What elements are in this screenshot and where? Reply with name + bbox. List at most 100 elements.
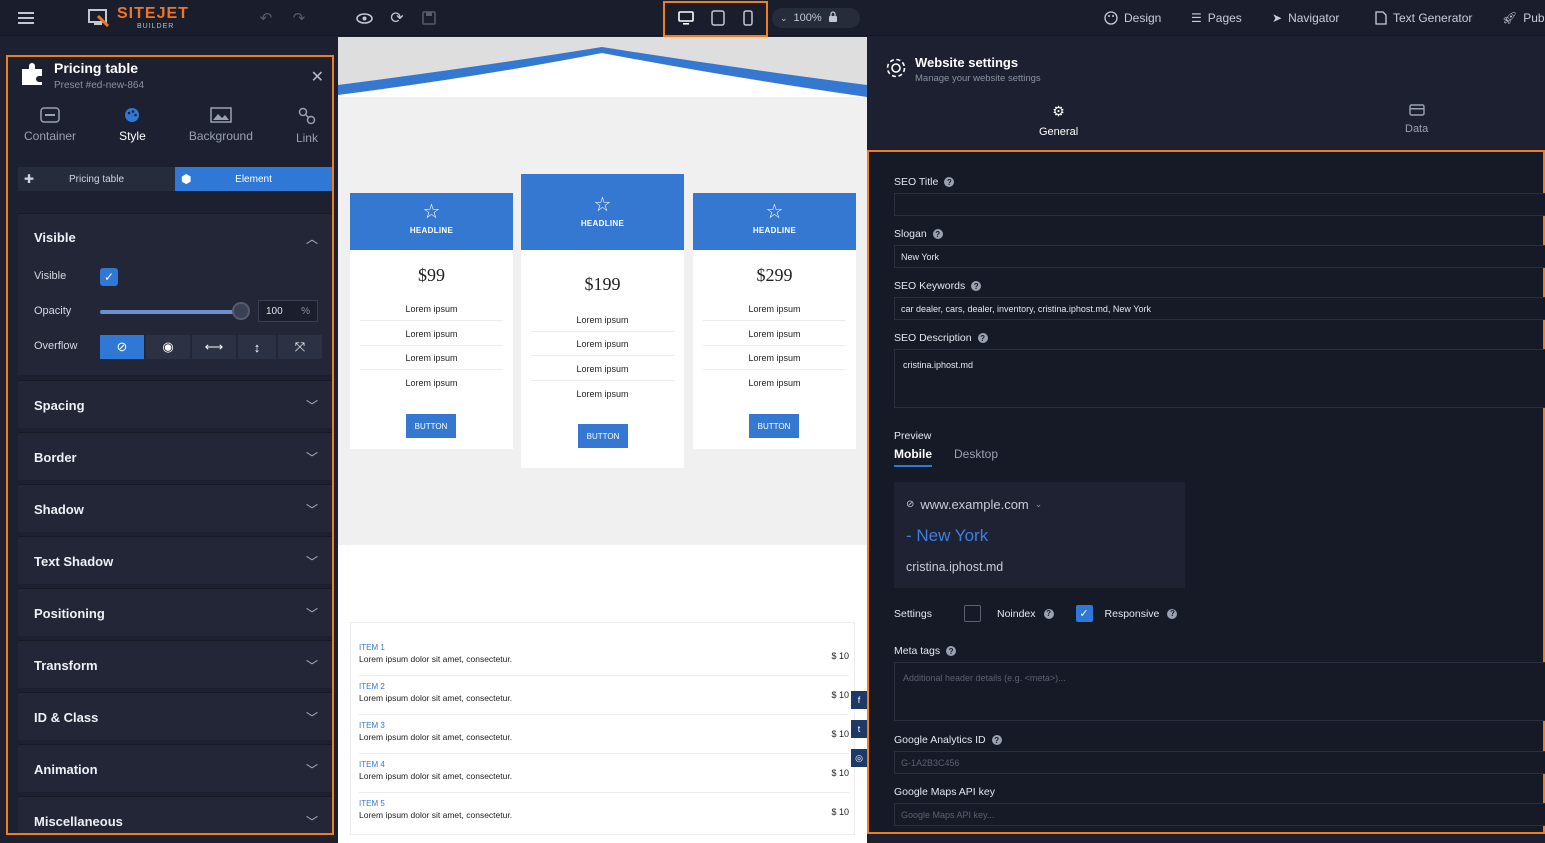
menu-icon[interactable] bbox=[14, 0, 38, 36]
tab-style[interactable]: Style bbox=[113, 107, 152, 157]
tab-link[interactable]: Link bbox=[290, 107, 324, 157]
card-button[interactable]: BUTTON bbox=[406, 414, 456, 438]
section-miscellaneous[interactable]: Miscellaneous ﹀ bbox=[18, 796, 332, 833]
opacity-slider-handle[interactable] bbox=[232, 302, 250, 320]
opacity-slider-track bbox=[100, 310, 240, 314]
twitter-icon[interactable]: t bbox=[851, 720, 867, 738]
card-button[interactable]: BUTTON bbox=[749, 414, 799, 438]
nav-pages[interactable]: ☰ Pages bbox=[1191, 0, 1242, 36]
item-name: ITEM 3 bbox=[359, 721, 385, 730]
help-icon[interactable]: ? bbox=[977, 333, 988, 343]
desktop-icon[interactable] bbox=[678, 10, 694, 28]
section-id-class[interactable]: ID & Class ﹀ bbox=[18, 692, 332, 740]
tab-mobile[interactable]: Mobile bbox=[894, 447, 932, 467]
chevron-up-icon[interactable]: ︿ bbox=[305, 232, 318, 246]
help-icon[interactable]: ? bbox=[944, 177, 955, 187]
logo-text: SITEJET bbox=[117, 5, 189, 22]
pricing-card[interactable]: ☆ HEADLINE $199 Lorem ipsum Lorem ipsum … bbox=[521, 174, 684, 468]
slogan-input[interactable]: New York bbox=[894, 245, 1545, 268]
maps-key-input[interactable]: Google Maps API key... bbox=[894, 803, 1545, 826]
tab-container-label: Container bbox=[24, 129, 77, 143]
overflow-label: Overflow bbox=[34, 340, 78, 352]
seo-title-input[interactable] bbox=[894, 193, 1545, 216]
scope-element[interactable]: ⬢ Element bbox=[175, 167, 332, 191]
help-icon[interactable]: ? bbox=[932, 229, 943, 239]
help-icon[interactable]: ? bbox=[991, 735, 1002, 745]
nav-navigator[interactable]: ➤ Navigator bbox=[1272, 0, 1339, 36]
meta-tags-textarea[interactable]: Additional header details (e.g. <meta>).… bbox=[894, 662, 1545, 721]
tab-desktop[interactable]: Desktop bbox=[954, 447, 999, 461]
opacity-slider[interactable] bbox=[18, 302, 332, 320]
responsive-checkbox[interactable]: ✓ bbox=[1075, 605, 1093, 622]
item-desc: Lorem ipsum dolor sit amet, consectetur. bbox=[359, 693, 513, 703]
instagram-icon[interactable]: ◎ bbox=[851, 749, 867, 767]
chevron-down-icon: ﹀ bbox=[305, 815, 318, 829]
opacity-input[interactable]: 100 % bbox=[258, 300, 318, 322]
overflow-x-button[interactable]: ⟷ bbox=[192, 335, 236, 359]
price-list[interactable]: ITEM 1 Lorem ipsum dolor sit amet, consec… bbox=[350, 622, 855, 835]
palette-icon bbox=[1104, 11, 1118, 25]
refresh-icon[interactable]: ⟳ bbox=[390, 10, 404, 27]
undo-icon[interactable]: ↶ bbox=[259, 10, 273, 27]
noindex-checkbox[interactable] bbox=[964, 605, 981, 622]
card-icon bbox=[1408, 104, 1425, 116]
meta-tags-label-text: Meta tags bbox=[894, 645, 941, 657]
card-feature: Lorem ipsum bbox=[576, 389, 629, 399]
card-feature: Lorem ipsum bbox=[531, 308, 674, 332]
help-icon[interactable]: ? bbox=[1043, 608, 1054, 619]
opacity-unit: % bbox=[301, 305, 310, 317]
section-shadow[interactable]: Shadow ﹀ bbox=[18, 484, 332, 532]
logo-subtext: BUILDER bbox=[137, 23, 175, 30]
help-icon[interactable]: ? bbox=[946, 646, 957, 656]
tab-background[interactable]: Background bbox=[183, 107, 259, 157]
section-positioning[interactable]: Positioning ﹀ bbox=[18, 588, 332, 636]
section-title: Animation bbox=[34, 762, 98, 777]
nav-text-generator[interactable]: Text Generator bbox=[1375, 0, 1472, 36]
chevron-down-icon: ﹀ bbox=[305, 451, 318, 465]
panel-tabs: Container Style Background Link bbox=[18, 107, 324, 157]
noindex-label: Noindex bbox=[997, 607, 1036, 620]
card-button[interactable]: BUTTON bbox=[578, 424, 628, 448]
scope-pricing-table[interactable]: ✚ Pricing table bbox=[18, 167, 175, 191]
pricing-card[interactable]: ☆ HEADLINE $299 Lorem ipsum Lorem ipsum … bbox=[693, 193, 856, 449]
section-animation[interactable]: Animation ﹀ bbox=[18, 744, 332, 792]
overflow-visible-button[interactable]: ◉ bbox=[146, 335, 190, 359]
section-transform[interactable]: Transform ﹀ bbox=[18, 640, 332, 688]
seo-keywords-input[interactable]: car dealer, cars, dealer, inventory, cri… bbox=[894, 297, 1545, 320]
section-spacing[interactable]: Spacing ﹀ bbox=[18, 380, 332, 428]
card-feature: Lorem ipsum bbox=[531, 332, 674, 356]
seo-description-textarea[interactable]: cristina.iphost.md bbox=[894, 349, 1545, 408]
tab-style-label: Style bbox=[119, 129, 146, 143]
card-header: ☆ HEADLINE bbox=[521, 174, 684, 250]
sitejet-logo[interactable]: SITEJET BUILDER bbox=[88, 6, 189, 30]
mobile-icon[interactable] bbox=[743, 9, 753, 29]
overflow-auto-button[interactable]: ⤧ bbox=[278, 335, 322, 359]
help-icon[interactable]: ? bbox=[1167, 608, 1178, 619]
help-icon[interactable]: ? bbox=[971, 281, 982, 291]
visible-checkbox[interactable]: ✓ bbox=[100, 268, 118, 286]
close-icon[interactable]: ✕ bbox=[310, 69, 324, 86]
lock-icon[interactable] bbox=[828, 10, 838, 26]
arrows-horizontal-icon: ⟷ bbox=[204, 339, 224, 354]
tab-data[interactable]: Data bbox=[1405, 103, 1428, 135]
tab-general[interactable]: ⚙︎ General bbox=[1039, 103, 1078, 138]
container-icon bbox=[40, 107, 60, 123]
chevron-down-icon: ﹀ bbox=[305, 399, 318, 413]
website-canvas[interactable]: ☆ HEADLINE $99 Lorem ipsum Lorem ipsum L… bbox=[338, 37, 867, 843]
chevron-down-icon: ﹀ bbox=[305, 503, 318, 517]
pricing-card[interactable]: ☆ HEADLINE $99 Lorem ipsum Lorem ipsum L… bbox=[350, 193, 513, 449]
nav-publish[interactable]: 🚀︎ Pub bbox=[1502, 0, 1545, 36]
facebook-icon[interactable]: f bbox=[851, 691, 867, 709]
tab-container[interactable]: Container bbox=[18, 107, 82, 157]
redo-icon[interactable]: ↷ bbox=[292, 10, 306, 27]
preview-eye-icon[interactable] bbox=[353, 0, 375, 36]
save-icon[interactable] bbox=[419, 0, 439, 36]
tablet-icon[interactable] bbox=[711, 9, 726, 29]
section-text-shadow[interactable]: Text Shadow ﹀ bbox=[18, 536, 332, 584]
overflow-y-button[interactable]: ↕ bbox=[238, 335, 276, 359]
ga-input[interactable]: G-1A2B3C456 bbox=[894, 751, 1545, 774]
section-border[interactable]: Border ﹀ bbox=[18, 432, 332, 480]
overflow-hidden-button[interactable]: ⊘ bbox=[100, 335, 144, 359]
zoom-control[interactable]: ⌄ 100% bbox=[772, 8, 860, 28]
nav-design[interactable]: Design bbox=[1104, 0, 1161, 36]
